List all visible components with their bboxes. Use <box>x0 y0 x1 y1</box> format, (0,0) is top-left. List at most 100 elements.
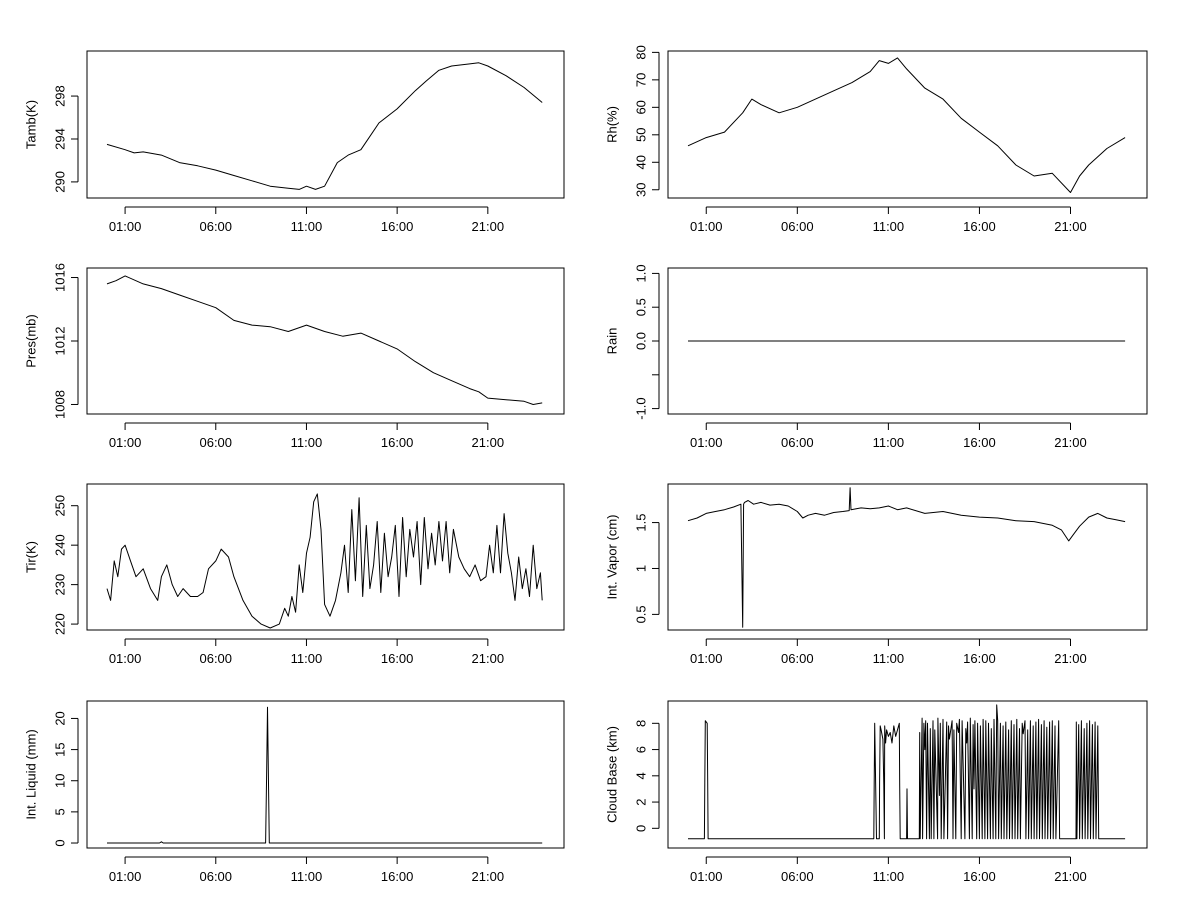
y-tick-label: 2 <box>633 798 648 805</box>
y-tick-label: 0.5 <box>633 298 648 316</box>
x-tick-label: 01:00 <box>690 435 723 450</box>
y-tick-label: 5 <box>52 808 67 815</box>
y-tick-label: 70 <box>633 73 648 87</box>
panel-3: 01:00 06:00 11:00 16:00 21:00 1008 1012 1016 Pre… <box>23 263 565 450</box>
y-tick-label: 240 <box>52 534 67 556</box>
x-tick-label: 16:00 <box>963 219 996 234</box>
x-tick-label: 16:00 <box>963 435 996 450</box>
y-tick-label: 294 <box>52 128 67 150</box>
y-tick-label: 0.0 <box>633 332 648 350</box>
x-tick-label: 21:00 <box>472 435 505 450</box>
y-tick-label: 1008 <box>52 390 67 419</box>
y-axis-label: Tir(K) <box>23 541 38 573</box>
plot-frame <box>667 483 1148 631</box>
plot-frame <box>667 50 1148 199</box>
x-tick-label: 16:00 <box>381 435 414 450</box>
y-tick-label: 0.5 <box>633 605 648 623</box>
plot-frame <box>667 267 1148 415</box>
x-tick-label: 11:00 <box>873 219 905 234</box>
y-tick-label: 10 <box>52 773 67 787</box>
y-tick-label: 1.5 <box>633 514 648 532</box>
series-line <box>106 493 543 629</box>
series-line <box>107 706 543 844</box>
y-tick-label: 40 <box>633 155 648 169</box>
y-tick-label: -1.0 <box>633 397 648 419</box>
x-tick-label: 21:00 <box>472 869 505 884</box>
y-tick-label: 1 <box>633 565 648 572</box>
plot-frame <box>86 50 565 199</box>
x-tick-label: 01:00 <box>109 651 142 666</box>
x-tick-label: 11:00 <box>291 651 323 666</box>
y-axis-label: Int. Liquid (mm) <box>23 729 38 819</box>
plot-frame <box>86 483 565 631</box>
x-tick-label: 01:00 <box>109 869 142 884</box>
panel-5: 01:00 06:00 11:00 16:00 21:00 220 230 240 250 Tir… <box>23 483 565 666</box>
x-tick-label: 21:00 <box>472 219 505 234</box>
y-axis-label: Rh(%) <box>604 106 619 143</box>
series-line <box>687 487 1126 628</box>
panel-2: 01:00 06:00 11:00 16:00 21:00 30 40 50 60 70 80 Rh(… <box>604 45 1148 234</box>
y-tick-label: 80 <box>633 45 648 59</box>
x-tick-label: 16:00 <box>963 651 996 666</box>
series-line <box>687 57 1126 193</box>
x-tick-label: 21:00 <box>1054 219 1087 234</box>
y-tick-label: 1012 <box>52 327 67 356</box>
y-tick-label: 0 <box>633 825 648 832</box>
y-tick-label: 1016 <box>52 263 67 292</box>
x-tick-label: 21:00 <box>472 651 505 666</box>
x-tick-label: 11:00 <box>873 869 905 884</box>
x-tick-label: 06:00 <box>199 651 232 666</box>
series-line <box>688 704 1126 840</box>
y-axis-label: Int. Vapor (cm) <box>604 514 619 599</box>
x-tick-label: 16:00 <box>963 869 996 884</box>
y-tick-label: 298 <box>52 85 67 107</box>
x-tick-label: 16:00 <box>381 869 414 884</box>
y-tick-label: 220 <box>52 613 67 635</box>
x-tick-label: 01:00 <box>690 651 723 666</box>
x-tick-label: 06:00 <box>781 869 814 884</box>
y-tick-label: 230 <box>52 574 67 596</box>
y-tick-label: 20 <box>52 711 67 725</box>
y-axis-label: Tamb(K) <box>23 100 38 149</box>
panel-8: 01:00 06:00 11:00 16:00 21:00 0 2 4 6 8 Cloud Base… <box>604 700 1148 884</box>
x-tick-label: 01:00 <box>690 869 723 884</box>
x-tick-label: 16:00 <box>381 219 414 234</box>
plot-frame <box>86 267 565 415</box>
x-tick-label: 11:00 <box>291 219 323 234</box>
x-tick-label: 01:00 <box>109 219 142 234</box>
x-tick-label: 06:00 <box>199 869 232 884</box>
y-tick-label: 6 <box>633 746 648 753</box>
x-tick-label: 21:00 <box>1054 651 1087 666</box>
x-tick-label: 21:00 <box>1054 435 1087 450</box>
x-tick-label: 06:00 <box>781 219 814 234</box>
y-axis-label: Cloud Base (km) <box>604 726 619 823</box>
x-tick-label: 06:00 <box>781 435 814 450</box>
panel-7: 01:00 06:00 11:00 16:00 21:00 0 5 10 15 20 Int. Li… <box>23 700 565 884</box>
panel-1: 01:00 06:00 11:00 16:00 21:00 290 294 298 Tamb(K… <box>23 50 565 234</box>
y-tick-label: 4 <box>633 772 648 779</box>
y-tick-label: 250 <box>52 495 67 517</box>
y-tick-label: 0 <box>52 839 67 846</box>
panel-4: 01:00 06:00 11:00 16:00 21:00 -1.0 0.0 0.5 1.0 Ra… <box>604 264 1148 450</box>
plot-frame <box>86 700 565 849</box>
x-tick-label: 11:00 <box>873 651 905 666</box>
y-tick-label: 290 <box>52 171 67 193</box>
x-tick-label: 06:00 <box>199 435 232 450</box>
x-tick-label: 11:00 <box>291 435 323 450</box>
y-tick-label: 15 <box>52 742 67 756</box>
y-axis-label: Rain <box>604 328 619 355</box>
y-tick-label: 30 <box>633 183 648 197</box>
series-line <box>106 275 543 405</box>
y-tick-label: 8 <box>633 720 648 727</box>
y-tick-label: 1.0 <box>633 264 648 282</box>
x-tick-label: 11:00 <box>873 435 905 450</box>
y-tick-label: 60 <box>633 100 648 114</box>
y-axis-label: Pres(mb) <box>23 314 38 367</box>
plot-frame <box>667 700 1148 849</box>
x-tick-label: 21:00 <box>1054 869 1087 884</box>
x-tick-label: 06:00 <box>781 651 814 666</box>
x-tick-label: 16:00 <box>381 651 414 666</box>
x-tick-label: 11:00 <box>291 869 323 884</box>
x-tick-label: 01:00 <box>690 219 723 234</box>
